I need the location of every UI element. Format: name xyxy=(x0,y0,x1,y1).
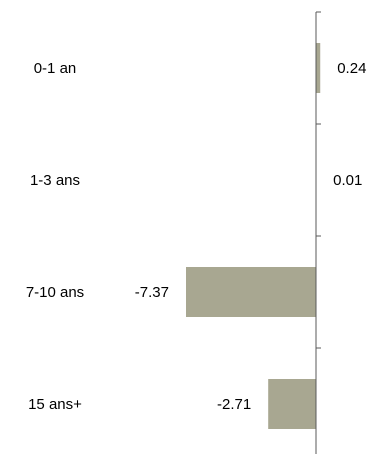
bar-7-10-ans xyxy=(186,267,316,317)
data-label: -2.71 xyxy=(217,396,251,413)
category-label: 0-1 an xyxy=(34,60,77,77)
labels-layer: 0-1 an 0.24 1-3 ans 0.01 7-10 ans -7.37 15 ans… xyxy=(26,60,367,413)
data-label: 0.01 xyxy=(333,172,362,189)
category-label: 15 ans+ xyxy=(28,396,82,413)
bar-0-1-an xyxy=(316,43,321,93)
data-label: 0.24 xyxy=(337,60,366,77)
axis-layer xyxy=(315,11,321,454)
data-label: -7.37 xyxy=(135,284,169,301)
bars-layer xyxy=(186,43,321,429)
category-label: 1-3 ans xyxy=(30,172,80,189)
category-label: 7-10 ans xyxy=(26,284,84,301)
bar-15-ans- xyxy=(268,379,316,429)
